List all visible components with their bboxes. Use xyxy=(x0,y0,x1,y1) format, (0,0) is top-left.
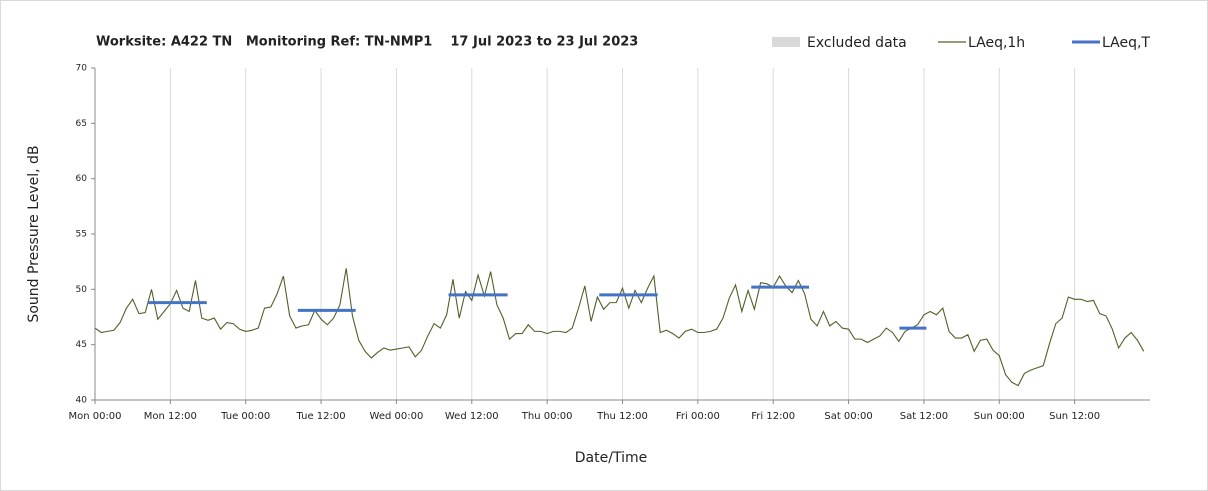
y-tick-label: 65 xyxy=(76,119,87,129)
x-axis-label: Date/Time xyxy=(575,450,647,466)
x-tick-label: Thu 12:00 xyxy=(596,411,648,422)
legend-swatch xyxy=(772,37,800,47)
legend-label: LAeq,1h xyxy=(968,35,1025,51)
y-tick-label: 55 xyxy=(76,230,87,240)
y-tick-label: 50 xyxy=(76,285,88,295)
x-tick-label: Sun 00:00 xyxy=(974,411,1025,422)
x-tick-label: Fri 00:00 xyxy=(676,411,720,422)
x-tick-label: Wed 12:00 xyxy=(445,411,499,422)
x-tick-label: Tue 12:00 xyxy=(296,411,346,422)
legend-label: LAeq,T xyxy=(1102,35,1150,51)
y-tick-label: 45 xyxy=(76,340,87,350)
y-tick-label: 70 xyxy=(76,64,88,74)
y-tick-label: 60 xyxy=(76,174,88,184)
x-tick-label: Tue 00:00 xyxy=(220,411,270,422)
x-tick-label: Fri 12:00 xyxy=(751,411,795,422)
legend-label: Excluded data xyxy=(807,35,907,51)
x-tick-label: Mon 12:00 xyxy=(144,411,197,422)
x-tick-label: Mon 00:00 xyxy=(68,411,121,422)
y-axis-label: Sound Pressure Level, dB xyxy=(26,145,42,322)
chart-title: Worksite: A422 TN Monitoring Ref: TN-NMP… xyxy=(96,35,638,50)
x-tick-label: Sun 12:00 xyxy=(1049,411,1100,422)
y-tick-label: 40 xyxy=(76,396,88,406)
x-tick-label: Thu 00:00 xyxy=(521,411,573,422)
x-tick-label: Wed 00:00 xyxy=(370,411,424,422)
x-tick-label: Sat 12:00 xyxy=(900,411,948,422)
x-tick-label: Sat 00:00 xyxy=(824,411,872,422)
